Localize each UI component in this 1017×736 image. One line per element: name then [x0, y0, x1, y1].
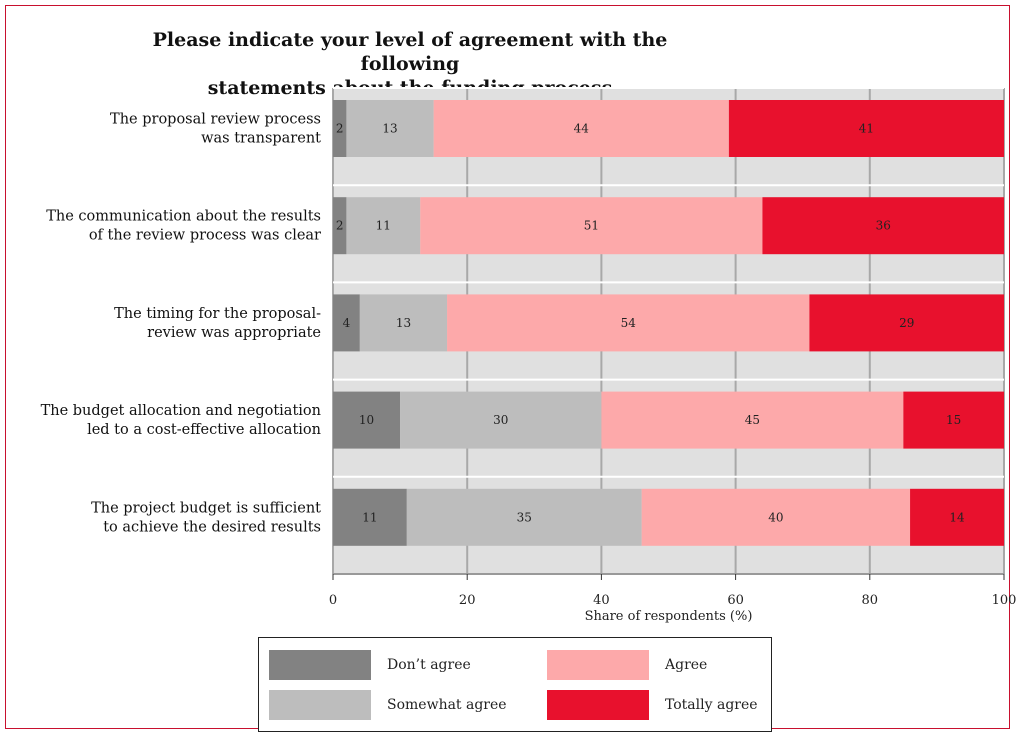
x-tick-label-1: 20	[459, 593, 476, 608]
bar-segment-3-1	[400, 391, 602, 449]
category-label-1-1: of the review process was clear	[89, 228, 321, 244]
data-label-3-2: 45	[745, 413, 760, 427]
legend-label-totally-agree: Totally agree	[665, 697, 758, 713]
bar-segment-0-0	[333, 100, 347, 157]
bar-segment-1-3	[762, 197, 1004, 255]
bar-segment-3-2	[601, 391, 904, 449]
bar-segment-4-3	[910, 488, 1004, 546]
category-label-3-1: led to a cost-effective allocation	[87, 422, 321, 438]
data-label-4-2: 40	[768, 510, 783, 524]
data-label-3-1: 30	[493, 413, 508, 427]
bar-segment-0-2	[433, 100, 729, 157]
data-label-3-0: 10	[359, 413, 374, 427]
data-label-2-3: 29	[899, 316, 914, 330]
bar-segment-1-0	[333, 197, 347, 255]
data-label-4-0: 11	[362, 510, 377, 524]
data-label-1-1: 11	[376, 219, 391, 233]
data-label-1-0: 2	[336, 219, 344, 233]
category-label-4-0: The project budget is sufficient	[91, 500, 321, 516]
data-label-0-2: 44	[574, 122, 590, 136]
data-label-0-1: 13	[382, 122, 397, 136]
category-label-1-0: The communication about the results	[46, 209, 321, 225]
data-label-3-3: 15	[946, 413, 961, 427]
category-label-2-0: The timing for the proposal-	[114, 306, 321, 322]
data-label-2-1: 13	[396, 316, 411, 330]
x-tick-label-4: 80	[862, 593, 879, 608]
data-label-1-3: 36	[876, 219, 891, 233]
bar-segment-0-1	[346, 100, 434, 157]
data-label-2-0: 4	[343, 316, 351, 330]
data-label-2-2: 54	[621, 316, 637, 330]
category-label-4-1: to achieve the desired results	[103, 519, 321, 535]
data-label-4-1: 35	[517, 510, 532, 524]
data-label-1-2: 51	[584, 219, 599, 233]
x-tick-label-5: 100	[992, 593, 1017, 608]
legend-swatch-dont-agree	[269, 650, 371, 680]
legend-label-dont-agree: Don’t agree	[387, 657, 471, 673]
x-tick-label-2: 40	[593, 593, 610, 608]
category-label-2-1: review was appropriate	[147, 325, 321, 341]
legend-swatch-agree	[547, 650, 649, 680]
data-label-0-3: 41	[859, 122, 874, 136]
bar-segment-1-2	[420, 197, 763, 255]
data-label-4-3: 14	[949, 510, 965, 524]
x-tick-label-0: 0	[329, 593, 337, 608]
legend-swatch-somewhat-agree	[269, 690, 371, 720]
bar-segment-4-1	[406, 488, 642, 546]
bar-segment-4-2	[641, 488, 911, 546]
bar-segment-2-0	[333, 294, 360, 352]
category-label-3-0: The budget allocation and negotiation	[41, 403, 321, 419]
bar-segment-2-3	[809, 294, 1004, 352]
chart-title-line-1: Please indicate your level of agreement …	[152, 29, 668, 75]
bar-segment-2-2	[447, 294, 810, 352]
x-tick-label-3: 60	[727, 593, 744, 608]
bar-segment-4-0	[333, 488, 407, 546]
legend-label-somewhat-agree: Somewhat agree	[387, 697, 507, 713]
category-label-0-1: was transparent	[201, 131, 321, 147]
bar-segment-1-1	[346, 197, 421, 255]
bar-segment-0-3	[728, 100, 1004, 157]
bar-segment-3-3	[903, 391, 1004, 449]
legend-swatch-totally-agree	[547, 690, 649, 720]
bar-segment-2-1	[359, 294, 448, 352]
legend: Don’t agree Somewhat agree Agree Totally…	[258, 637, 772, 732]
legend-label-agree: Agree	[665, 657, 708, 673]
data-label-0-0: 2	[336, 122, 344, 136]
x-axis-title: Share of respondents (%)	[585, 609, 753, 624]
bar-segment-3-0	[333, 391, 401, 449]
category-label-0-0: The proposal review process	[110, 112, 321, 128]
